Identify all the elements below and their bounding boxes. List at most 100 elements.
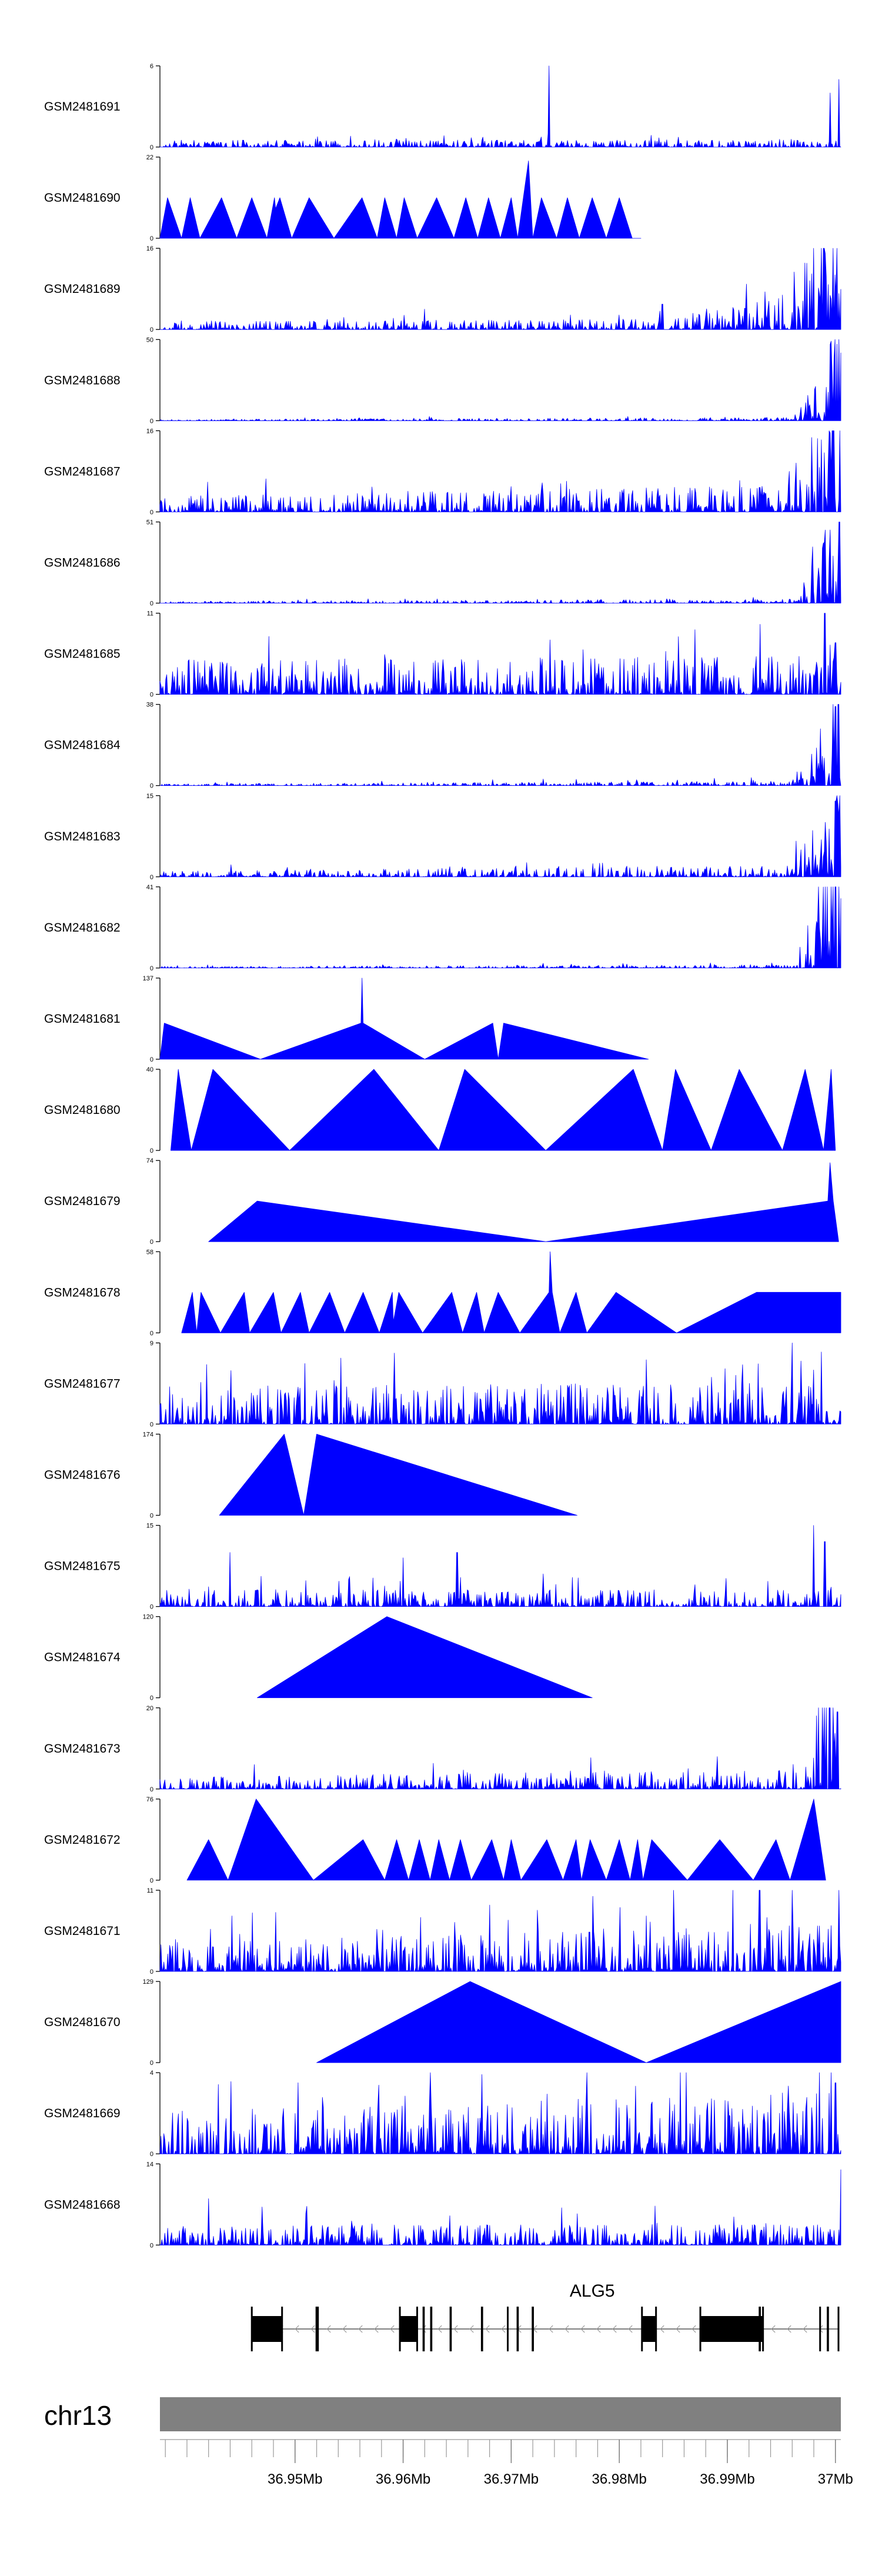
y-tick-label: 174 — [143, 1432, 153, 1439]
exon — [516, 2307, 519, 2351]
track-GSM2481670: GSM2481670 129 0 — [44, 1978, 841, 2067]
coverage-area — [159, 795, 841, 877]
strand-arrow — [771, 2325, 776, 2333]
y-tick-label: 0 — [150, 2060, 153, 2067]
exon — [837, 2307, 840, 2351]
y-tick-label: 0 — [150, 874, 153, 881]
y-tick-label: 51 — [146, 519, 153, 526]
gene-track: ALG5 — [250, 2281, 840, 2351]
track-GSM2481668: GSM2481668 14 0 — [44, 2161, 841, 2249]
track-GSM2481683: GSM2481683 15 0 — [44, 793, 841, 881]
coverage-area — [171, 1069, 836, 1151]
y-tick-label: 0 — [150, 144, 153, 151]
y-tick-label: 0 — [150, 509, 153, 516]
y-tick-label: 0 — [150, 1786, 153, 1793]
track-GSM2481676: GSM2481676 174 0 — [44, 1432, 577, 1520]
strand-arrow — [390, 2325, 395, 2333]
y-tick-label: 11 — [147, 610, 153, 618]
strand-arrow — [485, 2325, 490, 2333]
track-label: GSM2481673 — [44, 1742, 121, 1756]
y-tick-label: 137 — [143, 975, 153, 982]
track-label: GSM2481669 — [44, 2107, 121, 2120]
y-tick-label: 0 — [150, 418, 153, 425]
coverage-area — [159, 2169, 841, 2245]
chromosome-band — [160, 2397, 841, 2431]
track-GSM2481673: GSM2481673 20 0 — [44, 1705, 841, 1793]
strand-arrow — [803, 2325, 807, 2333]
strand-arrow — [564, 2325, 569, 2333]
strand-arrow — [437, 2325, 442, 2333]
track-GSM2481687: GSM2481687 16 0 — [44, 428, 841, 516]
track-label: GSM2481687 — [44, 465, 121, 478]
x-tick-label: 36.98Mb — [592, 2471, 646, 2487]
strand-arrow — [310, 2325, 315, 2333]
exon — [532, 2307, 534, 2351]
exon — [480, 2307, 483, 2351]
strand-arrow — [596, 2325, 601, 2333]
y-tick-label: 14 — [146, 2161, 153, 2168]
y-tick-label: 0 — [150, 1056, 153, 1063]
track-GSM2481669: GSM2481669 4 0 — [44, 2070, 841, 2158]
exon — [422, 2307, 425, 2351]
y-tick-label: 0 — [150, 2151, 153, 2158]
coverage-area — [159, 1525, 841, 1607]
y-tick-label: 0 — [150, 600, 153, 608]
x-tick-label: 36.95Mb — [268, 2471, 322, 2487]
track-GSM2481684: GSM2481684 38 0 — [44, 702, 841, 790]
coverage-area — [159, 248, 841, 330]
y-tick-label: 6 — [150, 63, 153, 70]
strand-arrow — [326, 2325, 331, 2333]
coverage-area — [159, 704, 841, 786]
y-tick-label: 0 — [150, 235, 153, 242]
track-label: GSM2481691 — [44, 100, 121, 114]
track-label: GSM2481675 — [44, 1560, 121, 1573]
y-tick-label: 38 — [146, 702, 153, 709]
coverage-area — [159, 886, 841, 969]
strand-arrow — [612, 2325, 617, 2333]
y-tick-label: 0 — [150, 1239, 153, 1246]
track-GSM2481690: GSM2481690 22 0 — [44, 154, 642, 242]
y-tick-label: 0 — [150, 1695, 153, 1702]
strand-arrow — [676, 2325, 680, 2333]
strand-arrow — [628, 2325, 633, 2333]
track-label: GSM2481686 — [44, 556, 121, 570]
exon-boundary — [250, 2307, 253, 2351]
y-tick-label: 0 — [150, 1604, 153, 1611]
strand-arrow — [787, 2325, 791, 2333]
y-tick-label: 16 — [146, 245, 153, 252]
strand-arrow — [501, 2325, 506, 2333]
strand-arrow — [580, 2325, 585, 2333]
exon — [252, 2316, 282, 2342]
y-tick-label: 0 — [150, 326, 153, 333]
track-label: GSM2481676 — [44, 1469, 121, 1482]
track-GSM2481682: GSM2481682 41 0 — [44, 884, 841, 972]
track-GSM2481685: GSM2481685 11 0 — [44, 610, 841, 699]
y-tick-label: 0 — [150, 1421, 153, 1428]
track-GSM2481671: GSM2481671 11 0 — [44, 1887, 841, 1976]
y-tick-label: 120 — [143, 1614, 153, 1621]
y-tick-label: 76 — [146, 1796, 153, 1803]
coverage-area — [159, 613, 841, 695]
track-label: GSM2481683 — [44, 830, 121, 843]
exon — [400, 2316, 417, 2342]
y-tick-label: 0 — [150, 2242, 153, 2249]
exon-boundary — [399, 2307, 401, 2351]
y-tick-label: 0 — [150, 1513, 153, 1520]
track-GSM2481689: GSM2481689 16 0 — [44, 245, 841, 333]
strand-arrow — [660, 2325, 664, 2333]
track-label: GSM2481674 — [44, 1651, 121, 1664]
track-label: GSM2481677 — [44, 1377, 121, 1390]
y-tick-label: 0 — [150, 783, 153, 790]
track-label: GSM2481685 — [44, 648, 121, 661]
track-label: GSM2481688 — [44, 373, 121, 387]
track-GSM2481691: GSM2481691 6 0 — [44, 63, 841, 151]
track-label: GSM2481680 — [44, 1103, 121, 1117]
track-label: GSM2481670 — [44, 2016, 121, 2029]
coverage-area — [159, 522, 841, 603]
track-GSM2481672: GSM2481672 76 0 — [44, 1796, 826, 1884]
ideogram-track: chr13 36.95Mb 36.96Mb 36.97Mb 36.98Mb 36.99Mb… — [44, 2397, 853, 2487]
y-tick-label: 0 — [150, 965, 153, 972]
track-label: GSM2481690 — [44, 191, 121, 205]
exon — [827, 2307, 829, 2351]
